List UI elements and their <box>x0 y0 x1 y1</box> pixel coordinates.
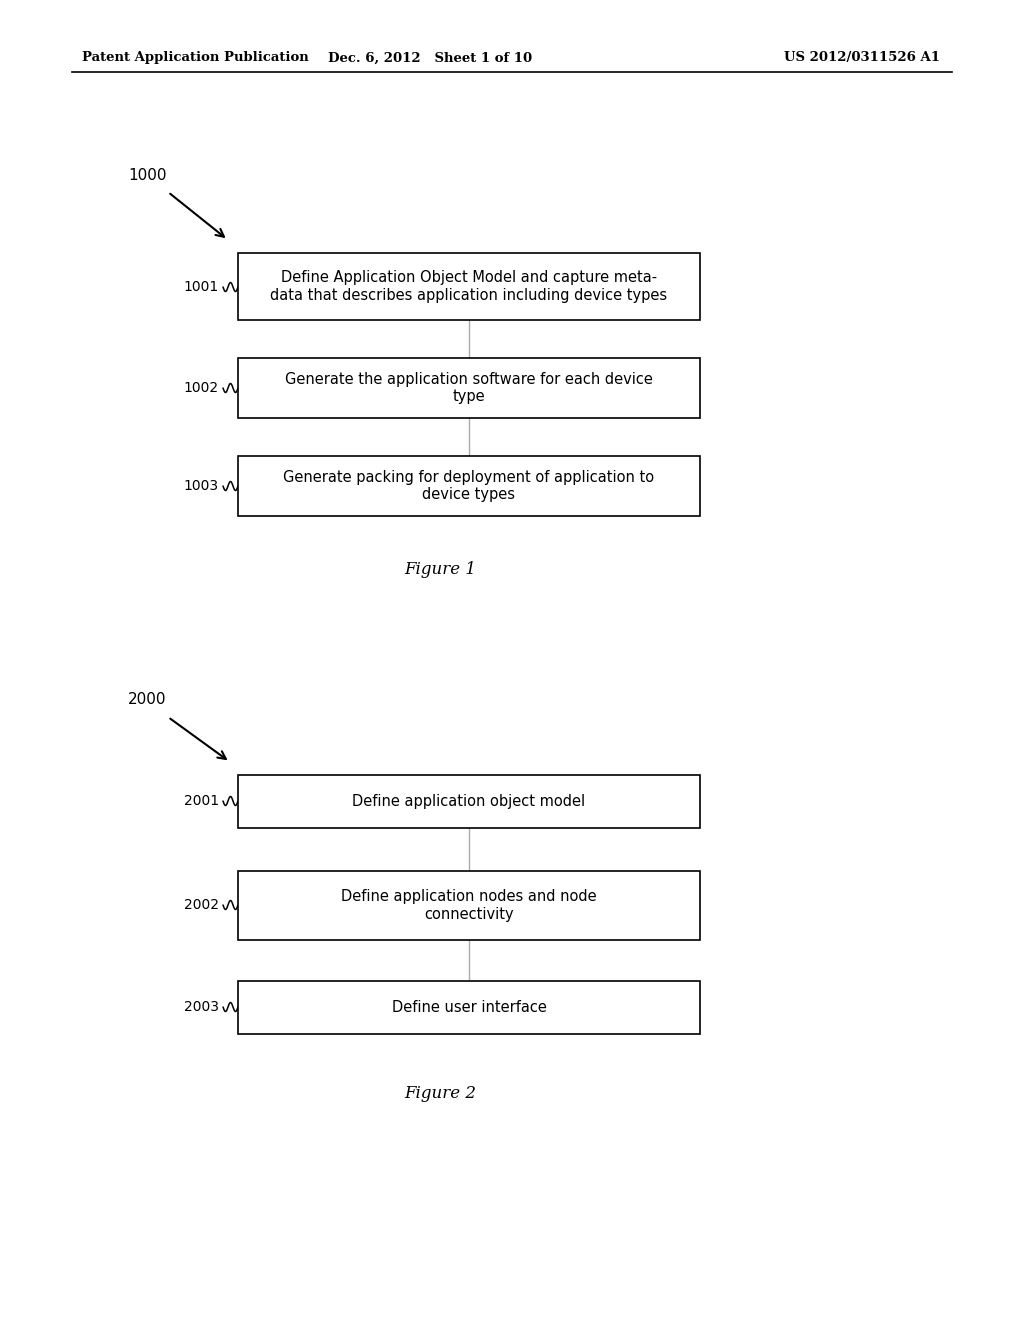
Text: 1002: 1002 <box>184 381 219 395</box>
Text: 2003: 2003 <box>184 1001 219 1014</box>
Bar <box>238 358 700 418</box>
Text: 2002: 2002 <box>184 898 219 912</box>
Bar <box>238 455 700 516</box>
Text: 1000: 1000 <box>128 168 167 182</box>
Text: Define user interface: Define user interface <box>391 1001 547 1015</box>
Text: 1001: 1001 <box>183 280 219 294</box>
Text: Generate the application software for each device
type: Generate the application software for ea… <box>285 372 653 404</box>
Text: Dec. 6, 2012   Sheet 1 of 10: Dec. 6, 2012 Sheet 1 of 10 <box>328 51 532 65</box>
Text: US 2012/0311526 A1: US 2012/0311526 A1 <box>784 51 940 65</box>
Text: Define application object model: Define application object model <box>352 795 586 809</box>
Text: 2001: 2001 <box>184 795 219 808</box>
Text: Figure 2: Figure 2 <box>404 1085 476 1102</box>
Bar <box>238 981 700 1034</box>
Text: 1003: 1003 <box>184 479 219 492</box>
Text: Generate packing for deployment of application to
device types: Generate packing for deployment of appli… <box>284 470 654 502</box>
Bar <box>238 253 700 319</box>
Text: 2000: 2000 <box>128 693 167 708</box>
Text: Patent Application Publication: Patent Application Publication <box>82 51 309 65</box>
Bar <box>238 775 700 828</box>
Text: Define Application Object Model and capture meta-
data that describes applicatio: Define Application Object Model and capt… <box>270 271 668 302</box>
Text: Figure 1: Figure 1 <box>404 561 476 578</box>
Bar <box>238 871 700 940</box>
Text: Define application nodes and node
connectivity: Define application nodes and node connec… <box>341 890 597 921</box>
